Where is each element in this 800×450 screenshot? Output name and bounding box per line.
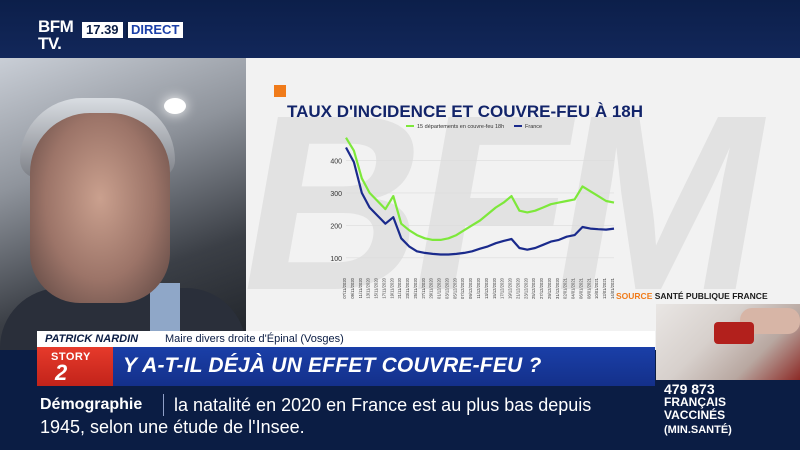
x-tick-label: 19/12/2020	[508, 277, 513, 299]
x-tick-label: 09/12/2020	[468, 277, 473, 299]
x-tick-label: 17/12/2020	[500, 277, 505, 299]
speaker-name-strip: PATRICK NARDIN Maire divers droite d'Épi…	[37, 331, 655, 347]
x-tick-label: 17/11/2020	[381, 277, 386, 298]
x-tick-label: 07/12/2020	[460, 277, 465, 299]
x-tick-label: 11/12/2020	[476, 277, 481, 298]
logo-line-1: BFM	[38, 17, 74, 36]
vaccinated-line-1: FRANÇAIS	[664, 395, 726, 409]
channel-logo: BFM TV.	[38, 17, 74, 53]
x-tick-label: 03/12/2020	[444, 277, 449, 299]
x-tick-label: 29/11/2020	[429, 277, 434, 298]
headline-bar: STORY 2 Y A-T-IL DÉJÀ UN EFFET COUVRE-FE…	[37, 347, 655, 386]
x-tick-label: 23/12/2020	[523, 277, 528, 299]
x-tick-label: 27/11/2020	[421, 277, 426, 298]
x-tick-label: 10/01/2021	[594, 277, 599, 299]
guest-face	[30, 113, 170, 303]
guest-video	[0, 58, 246, 350]
x-tick-label: 23/11/2020	[405, 277, 410, 298]
news-ticker: Démographie la natalité en 2020 en Franc…	[0, 386, 656, 450]
vaccinated-source: (MIN.SANTÉ)	[664, 424, 732, 436]
x-tick-label: 29/12/2020	[547, 277, 552, 299]
x-tick-label: 15/11/2020	[374, 277, 379, 298]
ticker-line-2: 1945, selon une étude de l'Insee.	[40, 417, 305, 437]
x-tick-label: 02/01/2021	[563, 277, 568, 299]
story-number: 2	[55, 360, 68, 385]
source-prefix: SOURCE	[616, 291, 653, 301]
ticker-separator	[163, 394, 164, 416]
x-tick-label: 19/11/2020	[389, 277, 394, 298]
live-badge: DIRECT	[126, 22, 184, 38]
incidence-chart: 100 200 300 400 07/11/2020 09/11/2020 11/11/20…	[330, 124, 615, 299]
speaker-role: Maire divers droite d'Épinal (Vosges)	[165, 333, 344, 345]
ticker-category: Démographie	[40, 396, 143, 413]
lamp-light	[164, 98, 186, 114]
x-tick-label: 12/01/2021	[602, 277, 607, 299]
logo-line-2: TV.	[38, 34, 62, 53]
legend-label: 15 départements en couvre-feu 18h	[417, 124, 504, 130]
x-tick-label: 27/12/2020	[539, 277, 544, 299]
x-tick-label: 13/12/2020	[484, 277, 489, 299]
x-tick-label: 31/12/2020	[555, 277, 560, 299]
vaccine-thumbnail	[656, 304, 800, 380]
vaccinated-count: 479 873	[664, 381, 715, 397]
headline-text: Y A-T-IL DÉJÀ UN EFFET COUVRE-FEU ?	[123, 354, 542, 377]
top-bar: BFM TV. 17.39 DIRECT	[0, 0, 800, 58]
chart-panel: BFM TAUX D'INCIDENCE ET COUVRE-FEU À 18H…	[246, 58, 800, 350]
chart-title: TAUX D'INCIDENCE ET COUVRE-FEU À 18H	[287, 102, 644, 121]
story-label: STORY	[51, 351, 91, 363]
chart-source: SOURCE SANTÉ PUBLIQUE FRANCE	[616, 291, 768, 301]
story-tag: STORY 2	[37, 347, 113, 386]
series-line-0	[345, 137, 615, 241]
vaccine-counter: 479 873 FRANÇAIS VACCINÉS (MIN.SANTÉ)	[656, 380, 800, 450]
x-tick-label: 09/11/2020	[350, 277, 355, 298]
x-tick-label: 13/11/2020	[366, 277, 371, 298]
vaccinated-line-2: VACCINÉS	[664, 408, 726, 422]
ticker-line-1: la natalité en 2020 en France est au plu…	[174, 395, 592, 415]
x-tick-label: 21/11/2020	[397, 277, 402, 298]
y-tick-label: 300	[330, 191, 342, 198]
series-line-1	[345, 146, 615, 256]
y-tick-label: 400	[330, 158, 342, 165]
x-tick-label: 05/12/2020	[452, 277, 457, 299]
x-tick-label: 21/12/2020	[515, 277, 520, 299]
vaccine-vial-icon	[714, 322, 754, 344]
x-tick-label: 15/12/2020	[492, 277, 497, 299]
speaker-name: PATRICK NARDIN	[45, 333, 139, 345]
y-tick-label: 200	[330, 223, 342, 230]
clock-time: 17.39	[82, 22, 123, 38]
x-tick-label: 08/01/2021	[586, 277, 591, 299]
x-tick-label: 11/11/2020	[358, 277, 363, 298]
x-tick-label: 06/01/2021	[578, 277, 583, 299]
x-tick-label: 25/11/2020	[413, 277, 418, 298]
x-tick-label: 14/01/2021	[610, 277, 615, 299]
x-tick-label: 25/12/2020	[531, 277, 536, 299]
legend-label: France	[525, 124, 542, 130]
x-tick-label: 01/12/2020	[437, 277, 442, 299]
x-tick-label: 04/01/2021	[571, 277, 576, 299]
accent-square	[274, 85, 286, 97]
x-tick-label: 07/11/2020	[342, 277, 347, 298]
source-text: SANTÉ PUBLIQUE FRANCE	[654, 291, 768, 301]
y-tick-label: 100	[330, 256, 342, 263]
